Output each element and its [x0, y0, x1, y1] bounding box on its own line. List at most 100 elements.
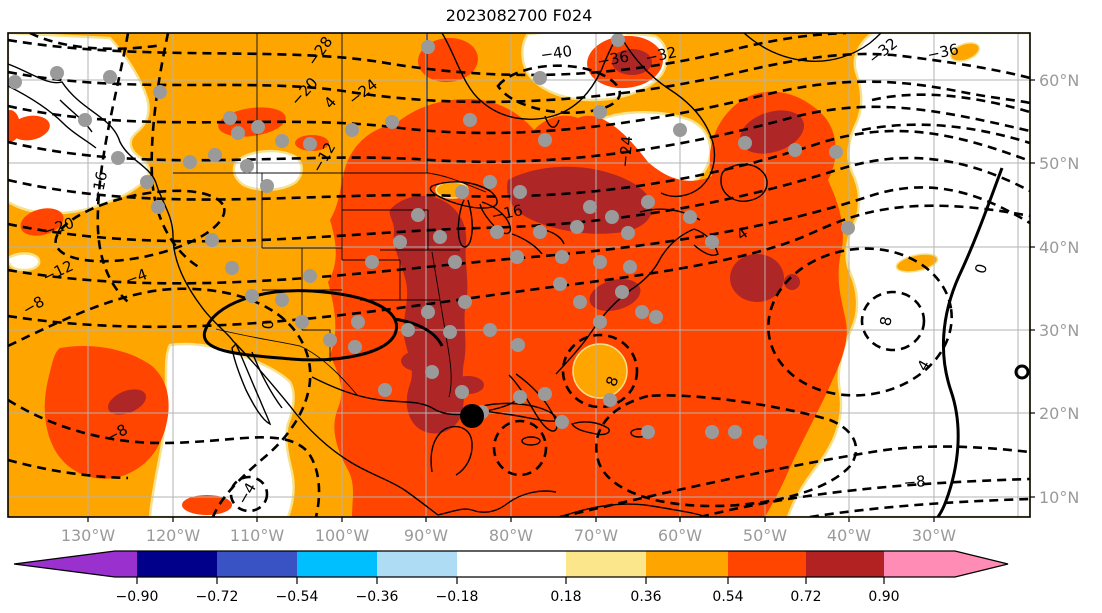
colorbar-segment	[457, 551, 566, 577]
station-dot	[183, 155, 197, 169]
x-axis-label: 80°W	[489, 526, 533, 545]
contour-line-dashed	[8, 458, 129, 480]
x-axis-label: 110°W	[230, 526, 285, 545]
station-dot	[443, 325, 457, 339]
x-axis-label: 70°W	[574, 526, 618, 545]
station-dot	[433, 230, 447, 244]
colorbar-tick-label: 0.18	[550, 589, 581, 605]
station-dot	[275, 293, 289, 307]
contour-line-dashed	[8, 287, 312, 517]
plot-title: 2023082700 F024	[445, 6, 593, 25]
station-dot	[225, 261, 239, 275]
contour-line-dashed	[767, 247, 953, 397]
contour-line-dashed	[561, 333, 639, 409]
x-axis-label: 100°W	[315, 526, 370, 545]
station-dot	[841, 221, 855, 235]
station-dot	[583, 200, 597, 214]
station-dot	[513, 185, 527, 199]
station-dot	[448, 255, 462, 269]
station-dot	[728, 425, 742, 439]
contour-label: 8	[876, 315, 895, 328]
station-dot	[621, 226, 635, 240]
station-dot	[463, 113, 477, 127]
coastline	[437, 490, 557, 516]
y-axis-label: 10°N	[1039, 488, 1079, 507]
station-dot	[705, 425, 719, 439]
fill-region-strong-positive	[784, 274, 800, 290]
coastline	[8, 85, 97, 149]
station-dot	[365, 255, 379, 269]
fill-region-positive	[10, 115, 50, 141]
station-dot	[251, 120, 265, 134]
contour-line-dashed	[871, 93, 1030, 114]
colorbar: −0.90 −0.72 −0.54 −0.36 −0.18 0.18 0.36 0.54 0.7…	[13, 550, 1009, 605]
station-dot	[573, 295, 587, 309]
station-dot	[455, 385, 469, 399]
station-dot	[538, 133, 552, 147]
station-dot	[140, 175, 154, 189]
x-axis-label: 130°W	[61, 526, 116, 545]
coastline	[521, 436, 541, 446]
colorbar-tick-label: −0.18	[436, 589, 479, 605]
colorbar-tick-label: −0.90	[116, 589, 159, 605]
contour-line-dashed	[54, 189, 226, 263]
contour-line-dashed	[8, 129, 1030, 201]
x-axis-label: 30°W	[912, 526, 956, 545]
fill-region-positive	[44, 346, 169, 479]
station-dot	[78, 113, 92, 127]
station-dot	[533, 71, 547, 85]
contour-label: 0	[971, 262, 991, 276]
x-axis-label: 50°W	[743, 526, 787, 545]
station-dot	[635, 305, 649, 319]
x-axis-label: 90°W	[404, 526, 448, 545]
contour-line-dashed	[96, 33, 130, 303]
station-dot	[641, 425, 655, 439]
fill-region-strong-positive	[740, 110, 804, 154]
fill-region-strong-positive	[108, 389, 146, 415]
contour-line-dashed	[809, 497, 1030, 517]
fill-region-strong-positive	[730, 254, 784, 302]
coastline	[559, 503, 707, 517]
political-border	[215, 328, 359, 397]
station-dot	[829, 145, 843, 159]
storm-marker	[460, 404, 484, 428]
contour-line-solid	[1014, 364, 1030, 380]
contour-line-dashed	[559, 445, 1030, 517]
contour-line-dashed	[496, 64, 622, 115]
colorbar-segment	[217, 551, 297, 577]
fill-region-neutral	[8, 252, 41, 272]
station-dot	[111, 151, 125, 165]
station-dot	[553, 277, 567, 291]
station-dot	[303, 137, 317, 151]
station-dot	[411, 208, 425, 222]
political-border	[431, 251, 452, 398]
station-dot	[303, 269, 317, 283]
coastline	[311, 376, 519, 416]
station-dot	[511, 338, 525, 352]
colorbar-segment	[297, 551, 377, 577]
station-dot	[275, 134, 289, 148]
y-axis-label: 60°N	[1039, 71, 1079, 90]
colorbar-tick-label: 0.72	[790, 589, 821, 605]
y-axis-label: 20°N	[1039, 404, 1079, 423]
colorbar-segment	[14, 551, 137, 577]
colorbar-segment	[377, 551, 457, 577]
station-dot	[641, 195, 655, 209]
fill-region-orange-patch	[949, 42, 981, 62]
station-dot	[295, 315, 309, 329]
x-axis-label: 120°W	[146, 526, 201, 545]
contour-label: −40	[539, 42, 573, 64]
station-dot	[8, 75, 22, 89]
political-border	[173, 172, 487, 193]
station-dot	[753, 435, 767, 449]
contour-label: 0	[259, 319, 278, 330]
station-dot	[240, 159, 254, 173]
colorbar-segment	[806, 551, 884, 577]
coastline	[555, 228, 695, 375]
station-dot	[738, 136, 752, 150]
station-dot	[611, 33, 625, 47]
station-dot	[510, 250, 524, 264]
colorbar-tick-label: −0.54	[276, 589, 319, 605]
station-dot	[378, 383, 392, 397]
station-dot	[555, 250, 569, 264]
